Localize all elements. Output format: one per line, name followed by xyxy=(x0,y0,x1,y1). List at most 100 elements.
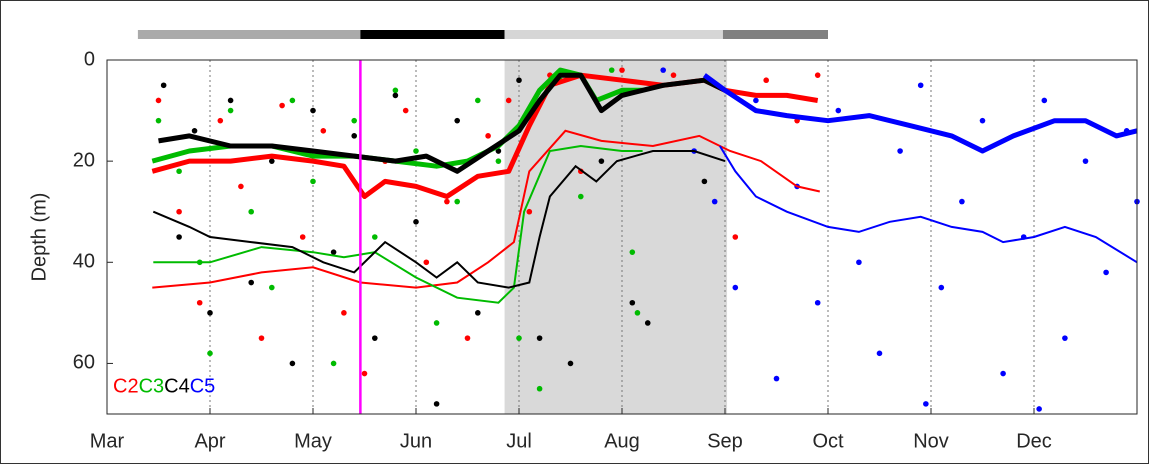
period-bar xyxy=(137,30,361,39)
data-point xyxy=(191,128,198,134)
data-point xyxy=(258,335,265,341)
data-point xyxy=(269,284,275,291)
thin-depth-line xyxy=(152,129,821,289)
x-tick-label: Jul xyxy=(506,430,532,452)
x-tick-label: Mar xyxy=(90,430,125,452)
thin-depth-line xyxy=(153,144,643,304)
data-point xyxy=(763,77,769,84)
x-tick-label: Nov xyxy=(913,430,949,452)
x-tick-label: May xyxy=(294,430,332,452)
data-point xyxy=(856,259,862,266)
data-point xyxy=(330,360,337,367)
data-point xyxy=(227,97,234,104)
data-point xyxy=(814,299,821,306)
data-point xyxy=(753,97,759,104)
data-point xyxy=(248,279,254,286)
data-point xyxy=(372,335,378,341)
data-point xyxy=(485,133,491,139)
data-point xyxy=(773,375,780,382)
data-point xyxy=(876,350,883,357)
data-point xyxy=(351,117,358,124)
data-point xyxy=(619,67,625,73)
y-tick-label: 60 xyxy=(73,352,95,374)
data-point xyxy=(629,249,636,255)
data-point xyxy=(835,107,842,114)
data-point xyxy=(536,335,543,341)
legend-label: C2 xyxy=(113,375,139,397)
data-point xyxy=(454,117,461,124)
data-point xyxy=(634,310,641,316)
x-tick-label: Dec xyxy=(1016,430,1052,452)
legend-label: C3 xyxy=(139,375,165,397)
data-point xyxy=(578,193,584,200)
data-point xyxy=(923,401,929,407)
data-point xyxy=(536,385,543,392)
x-tick-label: Apr xyxy=(194,430,225,452)
data-point xyxy=(269,158,275,164)
data-point xyxy=(814,72,821,78)
plot-box xyxy=(106,59,1138,415)
data-point xyxy=(433,320,440,326)
legend-label: C4 xyxy=(164,375,190,397)
data-point xyxy=(711,198,718,205)
data-point xyxy=(454,198,461,205)
data-point xyxy=(176,234,182,240)
data-point xyxy=(207,310,213,316)
data-point xyxy=(897,148,903,154)
data-point xyxy=(176,208,182,215)
x-tick-label: Jun xyxy=(400,430,432,452)
data-point xyxy=(160,82,167,89)
data-point xyxy=(227,107,234,114)
data-point xyxy=(1000,370,1006,377)
data-point xyxy=(670,72,677,78)
data-point xyxy=(732,234,739,240)
data-point xyxy=(155,117,162,124)
y-tick-label: 0 xyxy=(84,48,95,70)
data-point xyxy=(1103,269,1109,276)
data-point xyxy=(423,259,430,266)
data-point xyxy=(917,82,924,89)
data-point xyxy=(289,360,296,367)
data-point xyxy=(155,97,162,104)
data-point xyxy=(444,198,450,205)
data-point xyxy=(475,310,481,316)
data-point xyxy=(207,350,213,357)
legend-label: C5 xyxy=(190,375,216,397)
data-point xyxy=(516,77,522,84)
data-point xyxy=(238,183,244,190)
data-point xyxy=(1041,97,1048,104)
data-point xyxy=(289,97,296,104)
data-point xyxy=(495,148,502,154)
data-point xyxy=(516,335,522,341)
data-point xyxy=(413,148,419,154)
data-point xyxy=(361,370,368,377)
period-bar xyxy=(504,30,723,39)
bold-depth-line xyxy=(158,72,727,174)
data-point xyxy=(402,107,409,114)
data-point xyxy=(660,67,666,73)
data-point xyxy=(598,158,605,164)
data-point xyxy=(505,97,512,104)
data-point xyxy=(320,128,327,134)
y-tick-label: 20 xyxy=(73,149,95,171)
data-point xyxy=(413,219,419,225)
data-point xyxy=(341,310,347,316)
data-point xyxy=(979,117,986,124)
data-point xyxy=(464,335,471,341)
y-axis-label: Depth (m) xyxy=(28,193,50,282)
data-point xyxy=(938,284,945,291)
data-point xyxy=(732,284,739,291)
data-point xyxy=(176,168,182,175)
thin-depth-line xyxy=(152,150,726,289)
data-point xyxy=(351,133,358,139)
x-tick-label: Sep xyxy=(707,430,743,452)
data-point xyxy=(196,299,203,306)
data-point xyxy=(330,249,337,255)
data-point xyxy=(279,102,285,109)
data-point xyxy=(629,299,636,306)
bold-depth-line xyxy=(702,73,1138,154)
data-point xyxy=(644,320,651,326)
data-point xyxy=(608,67,615,73)
data-point xyxy=(495,158,502,164)
